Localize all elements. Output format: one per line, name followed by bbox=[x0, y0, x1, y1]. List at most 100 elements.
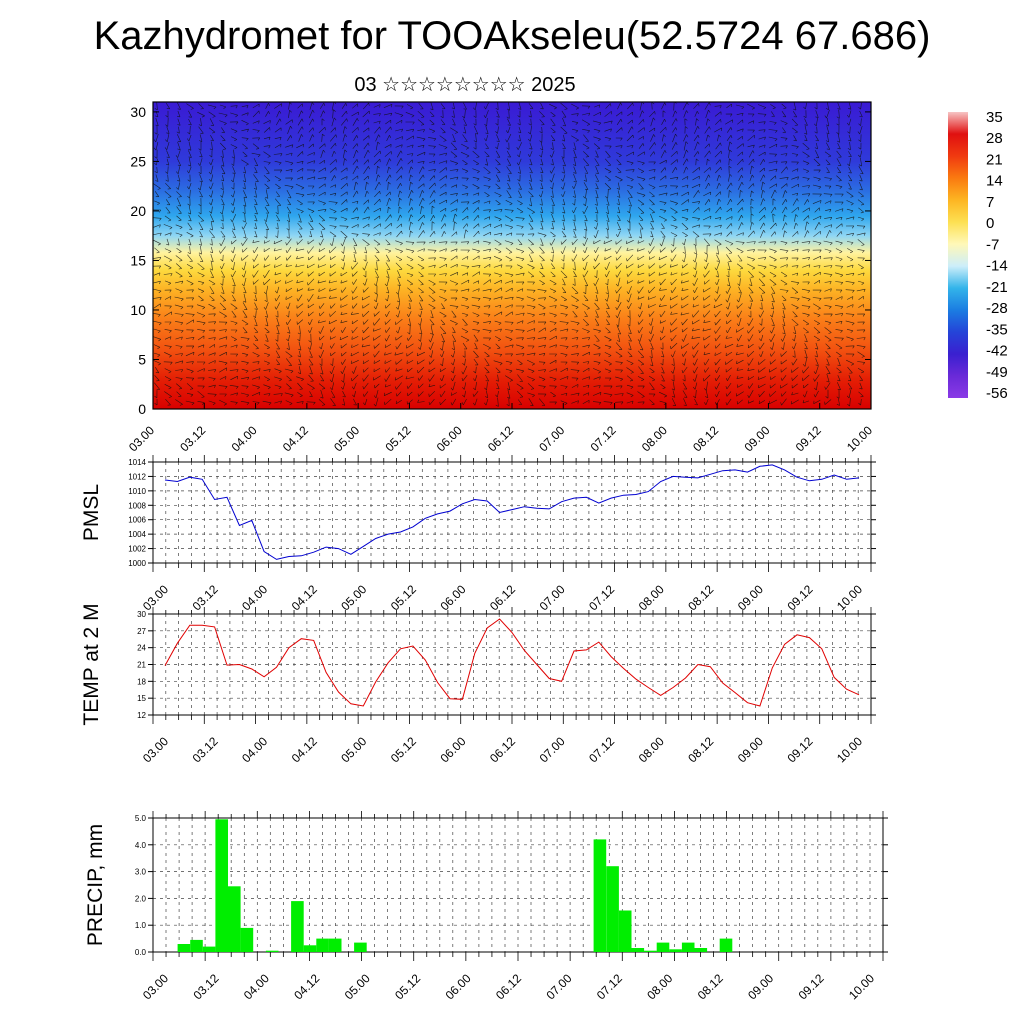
x-tick-label: 05.12 bbox=[388, 734, 419, 765]
colorbar-label: -28 bbox=[986, 300, 1008, 317]
x-tick-label: 07.00 bbox=[536, 423, 567, 454]
y-tick-label: 3.0 bbox=[135, 868, 147, 877]
x-tick-label: 04.12 bbox=[289, 734, 320, 765]
precip-bar bbox=[618, 910, 632, 952]
x-tick-label: 07.00 bbox=[537, 734, 568, 765]
x-tick-label: 06.12 bbox=[487, 582, 518, 613]
x-tick-label: 08.12 bbox=[695, 971, 726, 1002]
x-tick-label: 03.12 bbox=[177, 423, 208, 454]
precip-bar bbox=[681, 942, 695, 952]
x-tick-label: 09.00 bbox=[735, 734, 766, 765]
x-tick-label: 04.00 bbox=[239, 582, 270, 613]
precip-bar bbox=[228, 886, 241, 952]
temp-2m-panel: 12 15 18 21 24 27 30 TEMP at 2 M 03.00 03.12 04.00… bbox=[80, 603, 876, 765]
y-tick-label: 2.0 bbox=[135, 894, 147, 903]
x-tick-label: 10.00 bbox=[834, 582, 865, 613]
x-tick-label: 04.00 bbox=[239, 734, 270, 765]
x-tick-label: 05.12 bbox=[382, 423, 413, 454]
y-tick-label: 24 bbox=[137, 644, 146, 653]
colorbar-label: -42 bbox=[986, 343, 1008, 360]
y-axis-title: PRECIP, mm bbox=[84, 824, 107, 946]
precip-bar bbox=[593, 839, 607, 952]
x-tick-label: 07.12 bbox=[594, 971, 625, 1002]
y-tick-label: 10 bbox=[130, 302, 146, 318]
colorbar-label: 7 bbox=[986, 194, 994, 211]
y-tick-label: 18 bbox=[137, 677, 146, 686]
x-tick-label: 08.00 bbox=[644, 971, 675, 1002]
x-tick-label: 03.00 bbox=[140, 582, 171, 613]
x-tick-label: 05.00 bbox=[342, 971, 373, 1002]
colorbar: 35 28 21 14 7 0 -7 -14 -21 -28 -35 -42 -49 -56 bbox=[948, 109, 1008, 402]
x-tick-label: 04.00 bbox=[229, 423, 260, 454]
temp-line bbox=[164, 618, 860, 707]
precip-bar bbox=[354, 942, 367, 952]
x-tick-label: 04.00 bbox=[241, 971, 272, 1002]
precip-bar bbox=[190, 939, 203, 952]
x-tick-label: 07.12 bbox=[588, 423, 619, 454]
x-tick-label: 09.12 bbox=[784, 582, 815, 613]
x-tick-label: 08.00 bbox=[636, 582, 667, 613]
y-tick-label: 1000 bbox=[128, 559, 146, 568]
x-tick-label: 06.12 bbox=[487, 734, 518, 765]
precip-bar bbox=[606, 866, 619, 952]
colorbar-label: 28 bbox=[986, 130, 1003, 147]
wind-vectors bbox=[153, 102, 866, 407]
precip-bar bbox=[240, 927, 254, 952]
x-tick-label: 04.12 bbox=[291, 971, 322, 1002]
x-tick-label: 09.12 bbox=[784, 734, 815, 765]
colorbar-label: -49 bbox=[986, 364, 1008, 381]
x-tick-label: 03.12 bbox=[190, 734, 221, 765]
x-tick-label: 05.12 bbox=[388, 582, 419, 613]
y-tick-label: 0 bbox=[138, 401, 146, 417]
colorbar-label: -21 bbox=[986, 279, 1008, 296]
x-tick-label: 05.00 bbox=[338, 582, 369, 613]
precip-bar bbox=[177, 944, 191, 952]
precip-bar bbox=[265, 950, 279, 952]
x-tick-label: 09.00 bbox=[745, 971, 776, 1002]
colorbar-label: -56 bbox=[986, 385, 1008, 402]
x-tick-label: 08.00 bbox=[639, 423, 670, 454]
y-tick-label: 20 bbox=[130, 203, 146, 219]
colorbar-label: 0 bbox=[986, 215, 994, 232]
y-tick-label: 27 bbox=[137, 627, 146, 636]
y-tick-label: 1012 bbox=[128, 472, 146, 481]
precip-bar bbox=[669, 949, 682, 952]
y-tick-label: 1008 bbox=[128, 501, 146, 510]
y-tick-label: 4.0 bbox=[135, 841, 147, 850]
y-tick-label: 1002 bbox=[128, 545, 146, 554]
colorbar-label: 14 bbox=[986, 173, 1003, 190]
chart-title: Kazhydromet for TOOAkseleu(52.5724 67.68… bbox=[93, 14, 931, 58]
y-tick-label: 5 bbox=[138, 351, 146, 367]
pmsl-panel: 1000 1002 1004 1006 1008 1010 1012 1014 PMSL 03.0… bbox=[80, 455, 876, 613]
x-tick-label: 08.12 bbox=[690, 423, 721, 454]
y-tick-label: 0.0 bbox=[135, 948, 147, 957]
x-tick-label: 08.00 bbox=[636, 734, 667, 765]
colorbar-label: 21 bbox=[986, 151, 1003, 168]
x-tick-label: 05.00 bbox=[338, 734, 369, 765]
x-tick-label: 10.00 bbox=[834, 734, 865, 765]
x-tick-label: 09.00 bbox=[741, 423, 772, 454]
colorbar-label: -35 bbox=[986, 321, 1008, 338]
x-tick-label: 03.00 bbox=[126, 423, 157, 454]
x-tick-label: 04.12 bbox=[289, 582, 320, 613]
precip-bar bbox=[328, 938, 342, 952]
x-tick-label: 06.00 bbox=[437, 582, 468, 613]
y-tick-label: 15 bbox=[130, 252, 146, 268]
x-tick-label: 10.00 bbox=[844, 423, 875, 454]
y-tick-label: 1004 bbox=[128, 530, 146, 539]
precip-bar bbox=[202, 946, 216, 952]
precip-bar bbox=[215, 819, 228, 952]
x-tick-label: 08.12 bbox=[685, 734, 716, 765]
x-tick-label: 07.12 bbox=[586, 582, 617, 613]
precip-bar bbox=[694, 948, 708, 952]
x-tick-label: 10.00 bbox=[846, 971, 877, 1002]
x-tick-label: 07.12 bbox=[586, 734, 617, 765]
y-tick-label: 1014 bbox=[128, 458, 146, 467]
precip-bar bbox=[303, 945, 317, 952]
colorbar-label: -7 bbox=[986, 236, 999, 253]
x-tick-label: 03.12 bbox=[190, 582, 221, 613]
y-tick-label: 30 bbox=[130, 104, 146, 120]
y-tick-label: 25 bbox=[130, 153, 146, 169]
x-tick-label: 09.12 bbox=[796, 971, 827, 1002]
